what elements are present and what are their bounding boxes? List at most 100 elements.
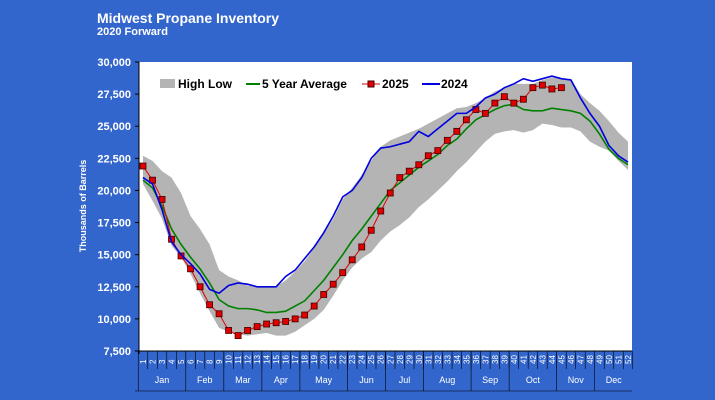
week-label: 4: [168, 359, 177, 364]
week-label: 2: [149, 359, 158, 364]
week-label: 1: [139, 359, 148, 364]
week-label: 5: [177, 359, 186, 364]
y-tick-label: 12,500: [97, 282, 131, 294]
legend-marker-2025: [367, 80, 375, 88]
week-label: 26: [377, 355, 386, 364]
week-label: 27: [386, 355, 395, 364]
data-point-2025: [358, 243, 366, 251]
week-label: 9: [215, 359, 224, 364]
week-label: 25: [367, 355, 376, 364]
y-tick-label: 10,000: [97, 314, 131, 326]
data-point-2025: [539, 81, 546, 89]
month-label: Jul: [399, 375, 411, 385]
data-point-2025: [367, 226, 375, 234]
data-point-2025: [158, 196, 166, 203]
week-label: 17: [291, 355, 300, 364]
y-tick-label: 15,000: [97, 250, 131, 262]
data-point-2025: [291, 315, 299, 323]
week-label: 24: [358, 355, 367, 364]
week-label: 23: [348, 355, 357, 364]
week-label: 42: [529, 355, 538, 364]
week-label: 32: [434, 355, 443, 364]
week-label: 20: [320, 355, 329, 364]
week-label: 3: [158, 359, 167, 364]
data-point-2025: [187, 265, 194, 273]
y-tick-label: 7,500: [103, 346, 131, 358]
week-label: 6: [187, 359, 196, 364]
y-tick-label: 25,000: [97, 121, 131, 133]
y-tick-label: 20,000: [97, 185, 131, 197]
month-label: Nov: [568, 375, 585, 385]
data-point-2025: [196, 283, 204, 291]
data-point-2025: [443, 136, 451, 144]
week-label: 52: [624, 355, 633, 364]
week-label: 34: [453, 355, 462, 364]
data-point-2025: [215, 310, 223, 318]
data-point-2025: [234, 332, 242, 339]
week-label: 48: [586, 355, 595, 364]
data-point-2025: [339, 269, 347, 277]
legend-label: 2024: [441, 77, 468, 91]
week-label: 45: [557, 355, 566, 364]
data-point-2025: [405, 167, 413, 175]
data-point-2025: [491, 99, 499, 107]
month-label: Jun: [359, 375, 374, 385]
month-label: Oct: [526, 375, 541, 385]
month-label: Jan: [155, 375, 170, 385]
data-point-2025: [500, 93, 508, 101]
data-point-2025: [386, 189, 394, 197]
data-point-2025: [462, 116, 470, 124]
series-line-2024: [142, 75, 629, 295]
data-point-2025: [244, 327, 252, 334]
data-point-2025: [434, 147, 442, 155]
data-point-2025: [415, 161, 423, 169]
data-point-2025: [548, 85, 556, 93]
week-label: 47: [576, 355, 585, 364]
month-label: Dec: [606, 375, 623, 385]
week-label: 21: [329, 355, 338, 364]
week-label: 50: [605, 355, 614, 364]
data-point-2025: [329, 280, 337, 288]
week-label: 11: [234, 355, 243, 364]
week-label: 10: [225, 355, 234, 364]
data-point-2025: [139, 162, 147, 170]
week-label: 22: [339, 355, 348, 364]
legend-label: 5 Year Average: [262, 77, 347, 91]
week-label: 31: [424, 355, 433, 364]
week-label: 38: [491, 355, 500, 364]
data-point-2025: [282, 318, 290, 325]
month-label: May: [315, 375, 333, 385]
y-tick-label: 27,500: [97, 89, 131, 101]
data-point-2025: [177, 252, 185, 260]
week-label: 49: [595, 355, 604, 364]
week-label: 33: [443, 355, 452, 364]
week-label: 46: [567, 355, 576, 364]
week-label: 39: [500, 355, 509, 364]
data-point-2025: [310, 302, 318, 310]
data-point-2025: [206, 301, 213, 309]
data-point-2025: [558, 84, 565, 92]
y-tick-label: 30,000: [97, 57, 131, 69]
high-low-band: [143, 77, 628, 336]
y-axis-label: Thousands of Barrels: [78, 160, 88, 253]
y-tick-label: 17,500: [97, 218, 131, 230]
week-label: 28: [396, 355, 405, 364]
legend-swatch-high-low: [160, 79, 175, 88]
week-label: 7: [196, 359, 205, 364]
data-point-2025: [453, 127, 461, 135]
week-label: 15: [272, 355, 281, 364]
week-label: 8: [206, 359, 215, 364]
data-point-2025: [253, 323, 261, 330]
week-label: 43: [538, 355, 547, 364]
data-point-2025: [263, 320, 271, 328]
data-point-2025: [272, 319, 280, 327]
legend-label: High Low: [178, 77, 233, 91]
month-label: Feb: [197, 375, 213, 385]
data-point-2025: [529, 84, 537, 92]
week-label: 37: [481, 355, 490, 364]
week-label: 14: [263, 355, 272, 364]
data-point-2025: [396, 174, 404, 182]
week-label: 35: [462, 355, 471, 364]
data-point-2025: [424, 152, 432, 160]
